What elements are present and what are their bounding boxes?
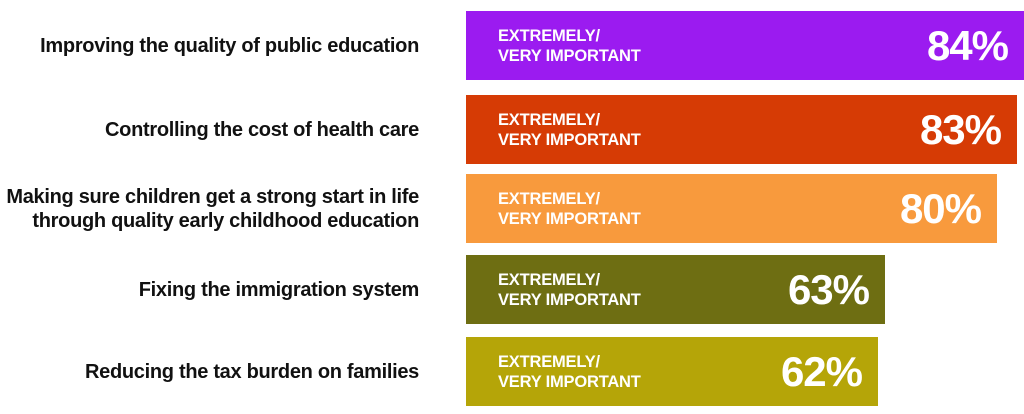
bar-tag-line2: VERY IMPORTANT bbox=[498, 210, 641, 228]
bar-tag-line1: EXTREMELY/ bbox=[498, 111, 600, 129]
bar-tag-line1: EXTREMELY/ bbox=[498, 271, 600, 289]
bar: EXTREMELY/VERY IMPORTANT 84% bbox=[466, 11, 1024, 80]
category-label: Fixing the immigration system bbox=[138, 279, 420, 301]
bar: EXTREMELY/VERY IMPORTANT 62% bbox=[466, 337, 878, 406]
bar-tag-line2: VERY IMPORTANT bbox=[498, 373, 641, 391]
category-label: Making sure children get a strong start … bbox=[6, 186, 419, 232]
bar: EXTREMELY/VERY IMPORTANT 83% bbox=[466, 95, 1017, 164]
value-label: 63% bbox=[787, 266, 870, 313]
bar-tag-line1: EXTREMELY/ bbox=[498, 27, 600, 45]
value-label: 62% bbox=[780, 348, 863, 395]
value-label: 83% bbox=[919, 106, 1002, 153]
bar-row: Making sure children get a strong start … bbox=[0, 174, 1024, 243]
bar-tag-line2: VERY IMPORTANT bbox=[498, 291, 641, 309]
bar-row: Reducing the tax burden on families EXTRE… bbox=[0, 337, 1024, 406]
bar-row: Improving the quality of public educatio… bbox=[0, 11, 1024, 80]
bar-tag-line2: VERY IMPORTANT bbox=[498, 47, 641, 65]
bar: EXTREMELY/VERY IMPORTANT 80% bbox=[466, 174, 997, 243]
bar-row: Fixing the immigration system EXTREMELY/V… bbox=[0, 255, 1024, 324]
value-label: 80% bbox=[899, 185, 982, 232]
bar-tag-line1: EXTREMELY/ bbox=[498, 190, 600, 208]
value-label: 84% bbox=[926, 22, 1009, 69]
bar-row: Controlling the cost of health care EXTRE… bbox=[0, 95, 1024, 164]
category-label: Improving the quality of public educatio… bbox=[40, 35, 419, 57]
category-label: Controlling the cost of health care bbox=[105, 119, 419, 141]
bar-tag-line2: VERY IMPORTANT bbox=[498, 131, 641, 149]
bar: EXTREMELY/VERY IMPORTANT 63% bbox=[466, 255, 885, 324]
category-label: Reducing the tax burden on families bbox=[85, 361, 419, 383]
bar-tag-line1: EXTREMELY/ bbox=[498, 353, 600, 371]
